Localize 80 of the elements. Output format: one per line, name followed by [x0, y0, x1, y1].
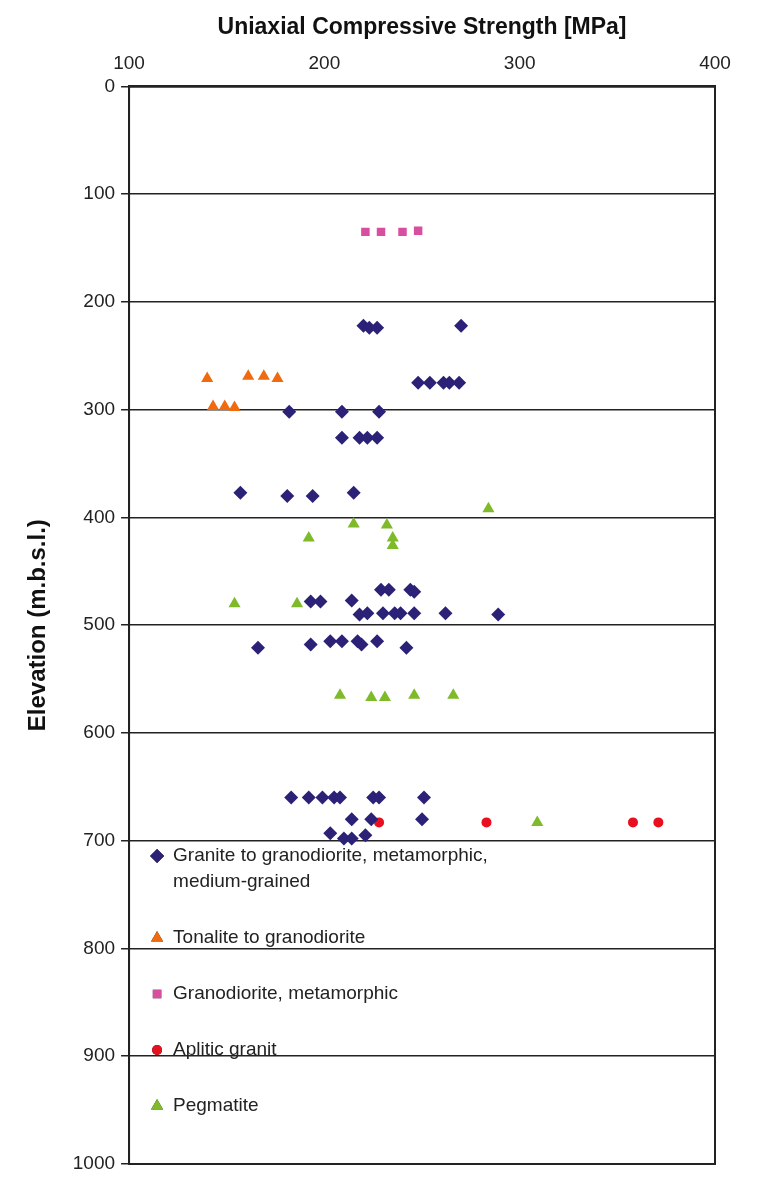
legend-label: Granodiorite, metamorphic — [173, 982, 399, 1004]
point — [302, 530, 315, 542]
point — [333, 688, 347, 699]
point — [482, 501, 495, 513]
point — [370, 430, 385, 445]
point — [228, 400, 241, 412]
point — [531, 815, 544, 826]
point — [346, 485, 361, 500]
point — [233, 485, 248, 500]
point — [452, 375, 467, 390]
legend-label: Granite to granodiorite, metamorphic, medium-grained — [173, 844, 488, 892]
point — [323, 634, 338, 649]
point — [344, 593, 359, 608]
point — [271, 371, 284, 382]
point — [301, 790, 316, 805]
point — [257, 369, 270, 380]
point — [438, 606, 453, 621]
point — [347, 516, 360, 528]
point — [454, 318, 469, 333]
y-tick-label: 300 — [83, 397, 116, 419]
point — [334, 404, 349, 419]
point — [344, 812, 359, 827]
legend-label: Tonalite to granodiorite — [173, 926, 366, 948]
point — [323, 826, 338, 841]
point — [370, 634, 385, 649]
point — [408, 688, 421, 699]
point — [378, 690, 391, 701]
y-tick-label: 400 — [83, 505, 116, 527]
y-tick-label: 800 — [83, 936, 116, 958]
point — [415, 812, 430, 827]
point — [218, 399, 231, 410]
point — [313, 594, 328, 609]
point — [372, 404, 387, 419]
y-tick-label: 500 — [83, 613, 116, 635]
point — [358, 828, 373, 843]
y-tick-label: 600 — [83, 721, 116, 743]
point — [416, 790, 431, 805]
point — [228, 596, 241, 608]
point — [653, 817, 664, 828]
point — [250, 640, 265, 655]
y-tick-label: 100 — [83, 182, 116, 204]
point — [422, 375, 437, 390]
point — [375, 606, 390, 621]
point — [411, 375, 426, 390]
x-tick-label: 200 — [308, 52, 341, 74]
y-tick-label: 900 — [83, 1044, 116, 1066]
point — [334, 430, 349, 445]
x-tick-label: 300 — [503, 52, 536, 74]
y-tick-label: 700 — [83, 828, 116, 850]
point — [398, 227, 407, 237]
point — [201, 371, 214, 382]
point — [242, 369, 255, 380]
y-tick-label: 200 — [83, 290, 116, 312]
x-tick-label: 100 — [113, 52, 145, 74]
point — [447, 688, 460, 699]
y-tick-label: 1000 — [72, 1152, 116, 1174]
point — [280, 488, 295, 503]
point — [303, 637, 318, 652]
point — [305, 488, 320, 503]
point — [290, 596, 304, 608]
point — [334, 634, 349, 649]
point — [364, 812, 379, 827]
point — [627, 817, 638, 828]
legend-label: Aplitic granit — [173, 1038, 278, 1060]
point — [365, 690, 378, 701]
y-axis-title: Elevation (m.b.s.l.) — [23, 519, 51, 732]
point — [481, 817, 492, 828]
point — [282, 404, 297, 419]
point — [206, 399, 220, 410]
x-tick-label: 400 — [699, 52, 731, 74]
point — [360, 606, 375, 621]
legend-label: Pegmatite — [173, 1094, 259, 1116]
point — [284, 790, 299, 805]
point — [399, 640, 414, 655]
point — [361, 227, 370, 237]
point — [315, 790, 330, 805]
x-axis-title: Uniaxial Compressive Strength [MPa] — [217, 13, 627, 40]
point — [491, 607, 506, 622]
y-tick-label: 0 — [104, 74, 116, 96]
point — [407, 606, 422, 621]
